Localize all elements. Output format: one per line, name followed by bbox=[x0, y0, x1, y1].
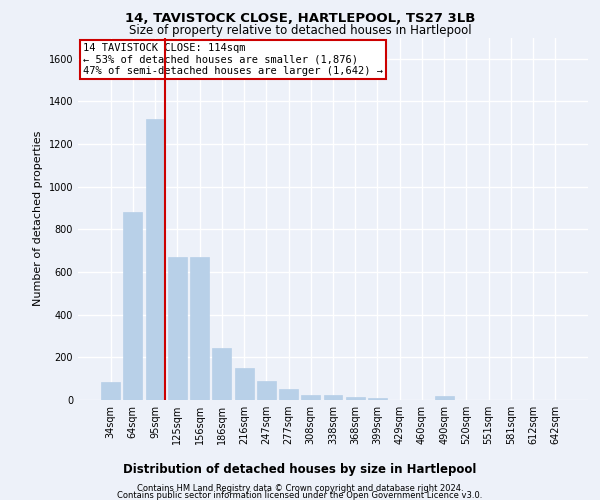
Bar bbox=[168, 257, 187, 400]
Text: Contains public sector information licensed under the Open Government Licence v3: Contains public sector information licen… bbox=[118, 491, 482, 500]
Text: Size of property relative to detached houses in Hartlepool: Size of property relative to detached ho… bbox=[128, 24, 472, 37]
Y-axis label: Number of detached properties: Number of detached properties bbox=[33, 131, 43, 306]
Bar bbox=[124, 212, 142, 400]
Text: 14, TAVISTOCK CLOSE, HARTLEPOOL, TS27 3LB: 14, TAVISTOCK CLOSE, HARTLEPOOL, TS27 3L… bbox=[125, 12, 475, 26]
Bar bbox=[368, 398, 387, 400]
Bar bbox=[212, 348, 231, 400]
Bar bbox=[435, 396, 454, 400]
Bar bbox=[279, 389, 298, 400]
Bar bbox=[301, 394, 320, 400]
Bar bbox=[190, 257, 209, 400]
Bar bbox=[146, 118, 164, 400]
Bar bbox=[257, 381, 276, 400]
Text: 14 TAVISTOCK CLOSE: 114sqm
← 53% of detached houses are smaller (1,876)
47% of s: 14 TAVISTOCK CLOSE: 114sqm ← 53% of deta… bbox=[83, 43, 383, 76]
Bar bbox=[235, 368, 254, 400]
Bar bbox=[101, 382, 120, 400]
Text: Contains HM Land Registry data © Crown copyright and database right 2024.: Contains HM Land Registry data © Crown c… bbox=[137, 484, 463, 493]
Bar bbox=[346, 397, 365, 400]
Text: Distribution of detached houses by size in Hartlepool: Distribution of detached houses by size … bbox=[124, 462, 476, 475]
Bar bbox=[323, 396, 343, 400]
